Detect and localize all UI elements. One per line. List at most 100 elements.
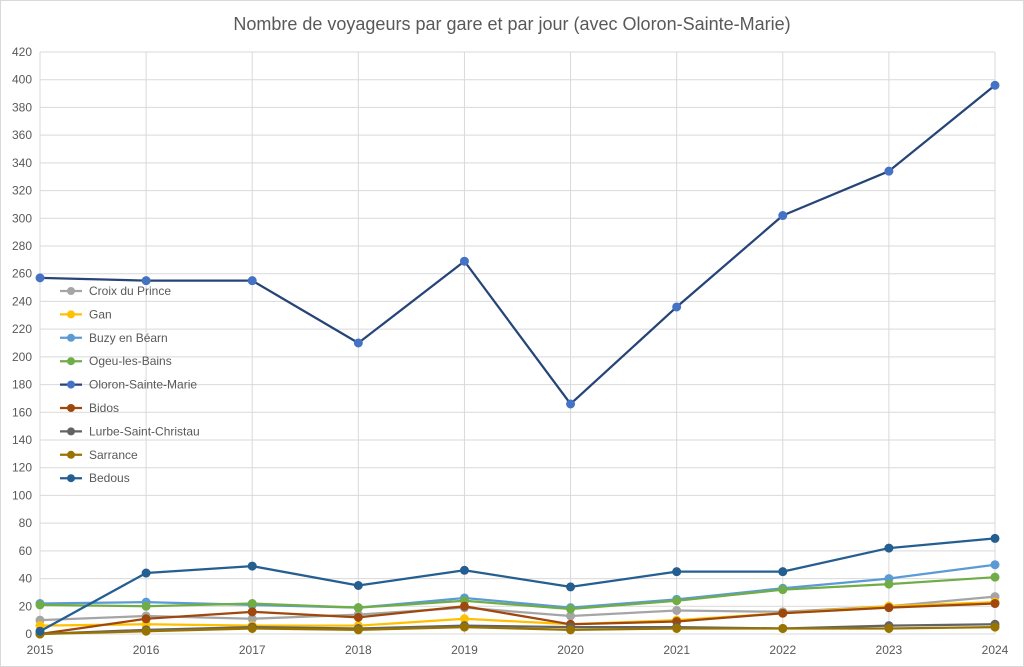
legend-label: Oloron-Sainte-Marie xyxy=(89,378,197,392)
x-tick-label: 2015 xyxy=(27,643,54,657)
legend-entry: Oloron-Sainte-Marie xyxy=(60,378,197,392)
legend-swatch-marker xyxy=(67,333,75,342)
legend-entry: Ogeu-les-Bains xyxy=(60,354,172,368)
data-point xyxy=(884,166,894,176)
legend-swatch-marker xyxy=(67,287,75,295)
y-tick-label: 40 xyxy=(19,572,33,586)
data-point xyxy=(247,607,257,617)
y-tick-label: 120 xyxy=(12,461,32,475)
data-point xyxy=(778,211,788,221)
series-line xyxy=(39,623,996,636)
legend-entry: Croix du Prince xyxy=(60,284,171,298)
y-tick-label: 400 xyxy=(12,73,32,87)
legend-label: Croix du Prince xyxy=(89,284,171,298)
legend-label: Bidos xyxy=(89,401,119,415)
data-point xyxy=(353,338,363,348)
data-point xyxy=(778,623,788,633)
data-point xyxy=(459,565,469,575)
series-5 xyxy=(35,599,1000,639)
series-lines xyxy=(35,80,1000,639)
y-tick-label: 260 xyxy=(12,267,32,281)
legend-swatch-marker xyxy=(67,380,75,389)
x-tick-label: 2019 xyxy=(451,643,478,657)
y-tick-label: 100 xyxy=(12,488,32,502)
data-point xyxy=(247,599,257,609)
data-point xyxy=(353,581,363,590)
gridlines xyxy=(39,51,996,635)
y-axis: 0 20 40 60 80 100 120 140 160 180 200 220 240 260 280 3… xyxy=(12,45,32,641)
chart-title: Nombre de voyageurs par gare et par jour… xyxy=(233,14,790,34)
data-point xyxy=(353,625,363,635)
y-tick-label: 340 xyxy=(12,156,32,170)
y-tick-label: 0 xyxy=(25,627,32,641)
legend-entry: Bidos xyxy=(60,401,119,415)
data-point xyxy=(990,599,1000,609)
series-line xyxy=(39,537,996,633)
data-point xyxy=(247,623,257,633)
series-line xyxy=(39,84,996,406)
y-tick-label: 360 xyxy=(12,128,32,142)
x-tick-label: 2022 xyxy=(769,643,796,657)
data-point xyxy=(990,533,1000,543)
y-tick-label: 60 xyxy=(19,544,33,558)
series-7 xyxy=(35,622,1000,639)
legend-swatch-marker xyxy=(67,427,75,436)
data-point xyxy=(141,614,151,624)
y-tick-label: 160 xyxy=(12,405,32,419)
series-line xyxy=(39,602,996,636)
series-line xyxy=(39,576,996,611)
data-point xyxy=(672,596,682,606)
legend-swatch-marker xyxy=(67,357,75,366)
data-point xyxy=(778,585,788,595)
legend-label: Ogeu-les-Bains xyxy=(89,354,172,368)
data-point xyxy=(141,601,151,611)
x-axis: 2015 2016 2017 2018 2019 2020 2021 2022 2023 2024 xyxy=(27,643,1009,657)
x-tick-label: 2016 xyxy=(133,643,160,657)
x-tick-label: 2017 xyxy=(239,643,266,657)
legend-entry: Sarrance xyxy=(60,448,138,462)
data-point xyxy=(35,600,45,610)
x-tick-label: 2018 xyxy=(345,643,372,657)
data-point xyxy=(353,603,363,613)
data-point xyxy=(990,80,1000,90)
data-point xyxy=(672,567,682,577)
data-point xyxy=(459,601,469,611)
series-8 xyxy=(35,533,1000,636)
legend-entry: Buzy en Béarn xyxy=(60,331,168,345)
legend-swatch-marker xyxy=(67,474,75,483)
data-point xyxy=(778,567,788,577)
legend-swatch-marker xyxy=(67,450,75,459)
data-point xyxy=(459,622,469,632)
y-tick-label: 80 xyxy=(19,516,33,530)
legend-label: Buzy en Béarn xyxy=(89,331,168,345)
legend-label: Lurbe-Saint-Christau xyxy=(89,424,200,438)
data-point xyxy=(990,560,1000,570)
data-point xyxy=(35,273,45,283)
legend-label: Sarrance xyxy=(89,448,138,462)
data-point xyxy=(884,623,894,633)
series-4 xyxy=(35,80,1000,409)
data-point xyxy=(566,604,576,614)
legend-label: Bedous xyxy=(89,471,130,485)
data-point xyxy=(672,302,682,312)
data-point xyxy=(884,543,894,553)
data-point xyxy=(566,399,576,409)
data-point xyxy=(566,625,576,635)
data-point xyxy=(353,612,363,622)
y-tick-label: 280 xyxy=(12,239,32,253)
data-point xyxy=(672,623,682,633)
series-line xyxy=(39,563,996,609)
legend-swatch-marker xyxy=(67,404,75,412)
data-point xyxy=(247,276,257,286)
data-point xyxy=(672,605,682,615)
data-point xyxy=(35,626,45,636)
y-tick-label: 380 xyxy=(12,100,32,114)
y-tick-label: 200 xyxy=(12,350,32,364)
data-point xyxy=(884,579,894,589)
y-tick-label: 20 xyxy=(19,599,33,613)
data-point xyxy=(778,608,788,618)
y-tick-label: 180 xyxy=(12,378,32,392)
y-tick-label: 300 xyxy=(12,211,32,225)
data-point xyxy=(141,626,151,636)
